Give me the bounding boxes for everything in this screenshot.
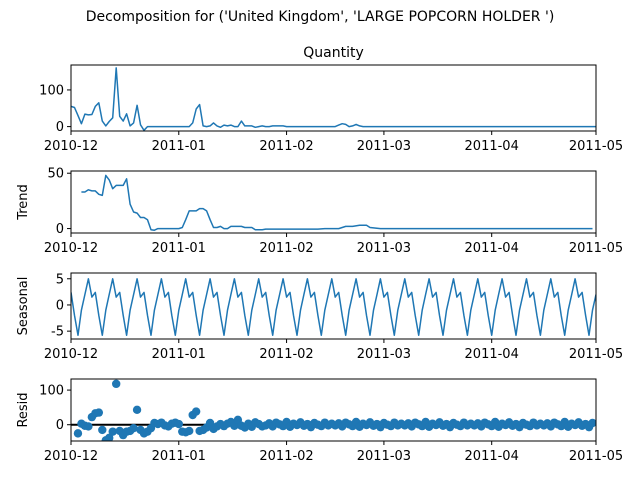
x-tick-label: 2011-04 <box>465 139 519 154</box>
x-tick-label: 2010-12 <box>44 347 98 362</box>
plot-frame <box>70 272 597 340</box>
plot-area <box>73 379 596 441</box>
series-line <box>71 67 596 131</box>
y-tick-label: 100 <box>39 83 64 98</box>
x-tick-label: 2011-03 <box>357 347 411 362</box>
resid-point <box>73 429 83 438</box>
x-tick-label: 2011-01 <box>152 139 206 154</box>
x-tick-label: 2011-05 <box>569 449 623 464</box>
chart-panel-3: Seasonal -5 0 5 2010-12 2011-01 2011-02 2011-03… <box>16 272 623 362</box>
figure-suptitle: Decomposition for ('United Kingdom', 'LA… <box>86 9 555 25</box>
x-tick-label: 2011-03 <box>357 449 411 464</box>
chart-panel-4: Resid 0 100 2010-12 2011-01 2011-02 2011-03 201… <box>16 378 623 464</box>
x-tick-label: 2011-02 <box>259 347 313 362</box>
plot-area <box>71 67 596 131</box>
y-tick-label: -5 <box>51 325 64 340</box>
y-tick-label: 0 <box>56 222 64 237</box>
x-tick-label: 2011-05 <box>569 241 623 256</box>
x-tick-label: 2011-01 <box>152 241 206 256</box>
resid-point <box>129 423 138 433</box>
x-tick-label: 2010-12 <box>44 139 98 154</box>
x-tick-label: 2011-01 <box>152 449 206 464</box>
resid-point <box>98 425 107 435</box>
resid-point <box>132 405 142 415</box>
x-tick-label: 2011-03 <box>357 241 411 256</box>
y-tick-label: 0 <box>56 418 64 433</box>
chart-panel-1: Quantity 0 100 2010-12 2011-01 2011-02 2011-03… <box>39 45 623 154</box>
resid-point <box>111 379 121 389</box>
x-tick-label: 2010-12 <box>44 449 98 464</box>
resid-point <box>108 427 117 436</box>
y-axis-label: Seasonal <box>16 277 31 336</box>
x-tick-label: 2011-02 <box>259 241 313 256</box>
y-tick-label: 0 <box>56 298 64 313</box>
y-axis-label: Resid <box>16 392 31 427</box>
plot-frame <box>70 378 597 442</box>
resid-point <box>191 407 201 416</box>
y-tick-label: 0 <box>56 120 64 135</box>
x-tick-label: 2011-03 <box>357 139 411 154</box>
x-tick-label: 2011-01 <box>152 347 206 362</box>
resid-point <box>94 408 104 417</box>
y-tick-label: 50 <box>47 167 64 182</box>
plot-frame <box>70 170 597 234</box>
resid-point <box>174 419 183 429</box>
plot-area <box>81 174 593 231</box>
x-tick-label: 2010-12 <box>44 241 98 256</box>
resid-point <box>588 418 596 428</box>
y-tick-label: 100 <box>39 384 64 399</box>
seasonal-line <box>71 278 596 337</box>
x-tick-label: 2011-04 <box>465 347 519 362</box>
x-tick-label: 2011-04 <box>465 241 519 256</box>
plot-frame <box>70 64 597 132</box>
x-tick-label: 2011-05 <box>569 347 623 362</box>
x-tick-label: 2011-05 <box>569 139 623 154</box>
panel-title: Quantity <box>303 45 364 61</box>
resid-point <box>185 426 194 436</box>
resid-point <box>84 422 93 431</box>
y-axis-label: Trend <box>16 184 31 221</box>
x-tick-label: 2011-02 <box>259 449 313 464</box>
x-tick-label: 2011-02 <box>259 139 313 154</box>
x-tick-label: 2011-04 <box>465 449 519 464</box>
chart-panel-2: Trend 0 50 2010-12 2011-01 2011-02 2011-03 2011… <box>16 167 623 256</box>
plot-area <box>71 278 596 337</box>
y-tick-label: 5 <box>56 272 64 287</box>
series-line <box>81 174 593 231</box>
